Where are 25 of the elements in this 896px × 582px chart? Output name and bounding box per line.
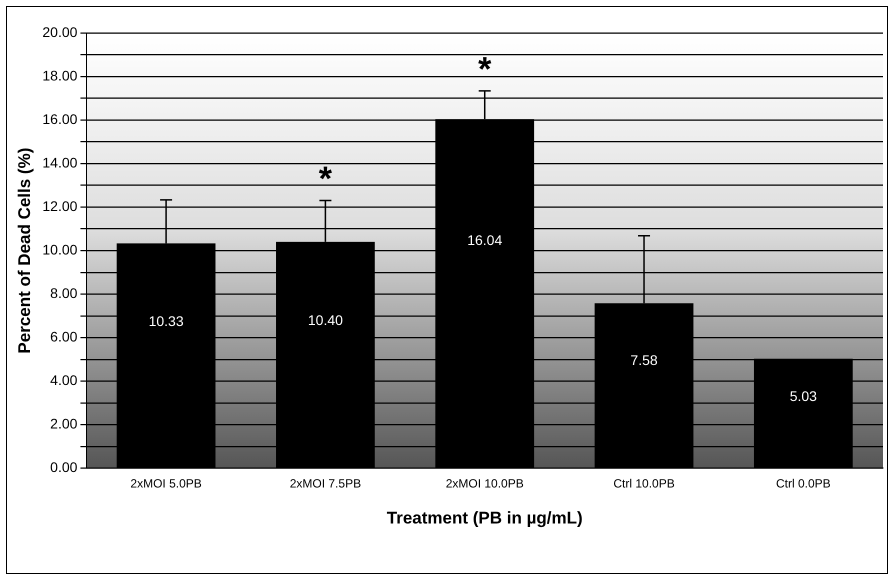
y-tick-label: 2.00 [50,416,78,432]
x-tick-label: Ctrl 0.0PB [776,476,831,491]
data-label: 7.58 [630,352,658,368]
y-tick-label: 6.00 [50,328,78,344]
x-tick-label: 2xMOI 7.5PB [290,476,362,491]
y-tick-label: 12.00 [42,198,78,214]
x-axis-title: Treatment (PB in µg/mL) [386,508,583,528]
y-tick-label: 20.00 [42,24,78,40]
data-label: 10.33 [148,312,184,329]
y-tick-label: 8.00 [50,284,78,301]
y-tick-label: 18.00 [42,67,78,84]
x-tick-label: Ctrl 10.0PB [613,476,675,491]
y-tick-label: 0.00 [50,459,78,476]
x-tick-label: 2xMOI 10.0PB [446,476,524,491]
y-axis-title: Percent of Dead Cells (%) [14,148,34,354]
data-label: 10.40 [308,312,344,328]
annotation: * [318,160,333,198]
x-tick-label: 2xMOI 5.0PB [130,476,202,491]
data-label: 16.04 [467,232,502,248]
y-tick-label: 4.00 [50,372,78,388]
y-tick-label: 16.00 [42,110,78,127]
data-label: 5.03 [790,388,818,404]
annotation: * [478,50,492,88]
y-tick-label: 14.00 [42,154,78,170]
y-tick-label: 10.00 [42,241,78,258]
